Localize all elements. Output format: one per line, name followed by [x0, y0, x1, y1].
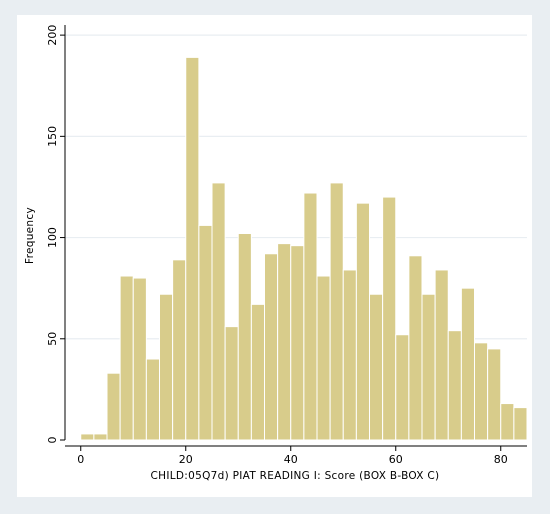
histogram-bar-10	[211, 182, 226, 441]
x-axis-title: CHILD:05Q7d) PIAT READING I: Score (BOX …	[151, 470, 440, 482]
y-tick-label: 200	[46, 25, 59, 46]
bars	[80, 56, 528, 441]
histogram-bar-14	[264, 253, 279, 441]
x-tick-label: 60	[389, 453, 403, 466]
y-tick-label: 100	[46, 227, 59, 248]
x-tick-label: 0	[77, 453, 84, 466]
histogram-bar-1	[93, 433, 108, 441]
y-tick-label: 0	[46, 437, 59, 444]
histogram-bar-22	[369, 293, 384, 441]
axes: 0 50 100 150 200 0 20 40 60 80	[46, 25, 527, 466]
histogram-bar-25	[408, 255, 423, 441]
x-tick-label: 40	[284, 453, 298, 466]
histogram-bar-20	[342, 269, 357, 441]
histogram-bar-29	[460, 287, 475, 441]
histogram-bar-24	[395, 334, 410, 441]
x-tick-label: 80	[494, 453, 508, 466]
y-axis-title: Frequency	[24, 207, 36, 264]
histogram-bar-2	[106, 372, 121, 441]
histogram-bar-27	[434, 269, 449, 441]
histogram-bar-30	[474, 342, 489, 441]
y-tick-label: 50	[46, 332, 59, 346]
y-tick-label: 150	[46, 126, 59, 147]
histogram-bar-6	[159, 293, 174, 441]
histogram-bar-15	[277, 243, 292, 441]
histogram-bar-21	[355, 202, 370, 441]
histogram-bar-0	[80, 433, 95, 441]
histogram-bar-17	[303, 192, 318, 441]
histogram-bar-31	[487, 348, 502, 441]
histogram-bar-23	[382, 196, 397, 441]
histogram-bar-9	[198, 224, 213, 441]
histogram-bar-4	[132, 277, 147, 441]
histogram-bar-18	[316, 275, 331, 441]
histogram-bar-28	[447, 330, 462, 441]
histogram-bar-33	[513, 407, 528, 441]
histogram-bar-5	[145, 358, 160, 441]
histogram-bar-13	[250, 303, 265, 441]
histogram-bar-32	[500, 403, 515, 441]
histogram-bar-8	[185, 56, 200, 441]
histogram-bar-3	[119, 275, 134, 441]
histogram-bar-16	[290, 245, 305, 441]
histogram-bar-7	[172, 259, 187, 441]
histogram-bar-12	[237, 233, 252, 441]
histogram-bar-11	[224, 326, 239, 441]
histogram-bar-19	[329, 182, 344, 441]
histogram-bar-26	[421, 293, 436, 441]
x-tick-label: 20	[179, 453, 193, 466]
